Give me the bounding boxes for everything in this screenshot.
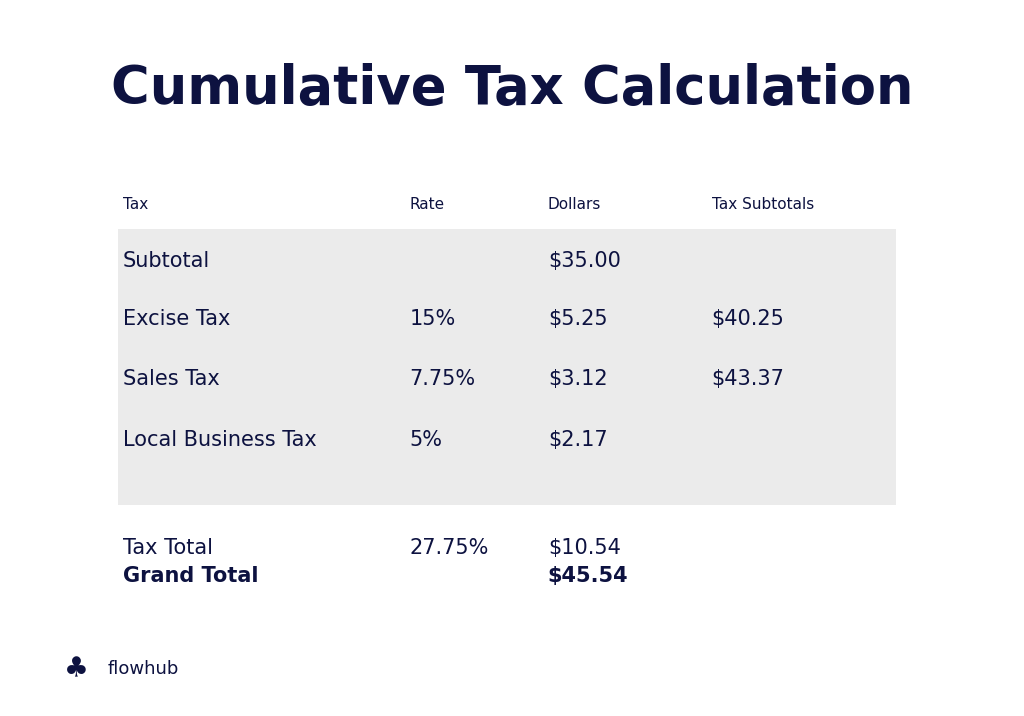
Text: Excise Tax: Excise Tax [123, 309, 230, 329]
Text: 15%: 15% [410, 309, 456, 329]
Text: $43.37: $43.37 [712, 369, 784, 390]
Text: Rate: Rate [410, 197, 444, 211]
Text: Tax Subtotals: Tax Subtotals [712, 197, 814, 211]
Text: Tax Total: Tax Total [123, 538, 213, 558]
Text: 7.75%: 7.75% [410, 369, 476, 390]
FancyBboxPatch shape [118, 229, 896, 505]
Text: $10.54: $10.54 [548, 538, 621, 558]
Text: ♣: ♣ [65, 655, 89, 684]
Text: $5.25: $5.25 [548, 309, 607, 329]
Text: Subtotal: Subtotal [123, 251, 210, 271]
Text: $3.12: $3.12 [548, 369, 607, 390]
Text: 5%: 5% [410, 430, 442, 450]
Text: flowhub: flowhub [108, 660, 179, 679]
Text: Dollars: Dollars [548, 197, 601, 211]
Text: Grand Total: Grand Total [123, 566, 258, 586]
Text: Sales Tax: Sales Tax [123, 369, 219, 390]
Text: Tax: Tax [123, 197, 148, 211]
Text: $35.00: $35.00 [548, 251, 621, 271]
Text: $45.54: $45.54 [548, 566, 629, 586]
Text: Cumulative Tax Calculation: Cumulative Tax Calculation [111, 64, 913, 115]
Text: Local Business Tax: Local Business Tax [123, 430, 316, 450]
Text: $2.17: $2.17 [548, 430, 607, 450]
Text: 27.75%: 27.75% [410, 538, 489, 558]
Text: $40.25: $40.25 [712, 309, 784, 329]
